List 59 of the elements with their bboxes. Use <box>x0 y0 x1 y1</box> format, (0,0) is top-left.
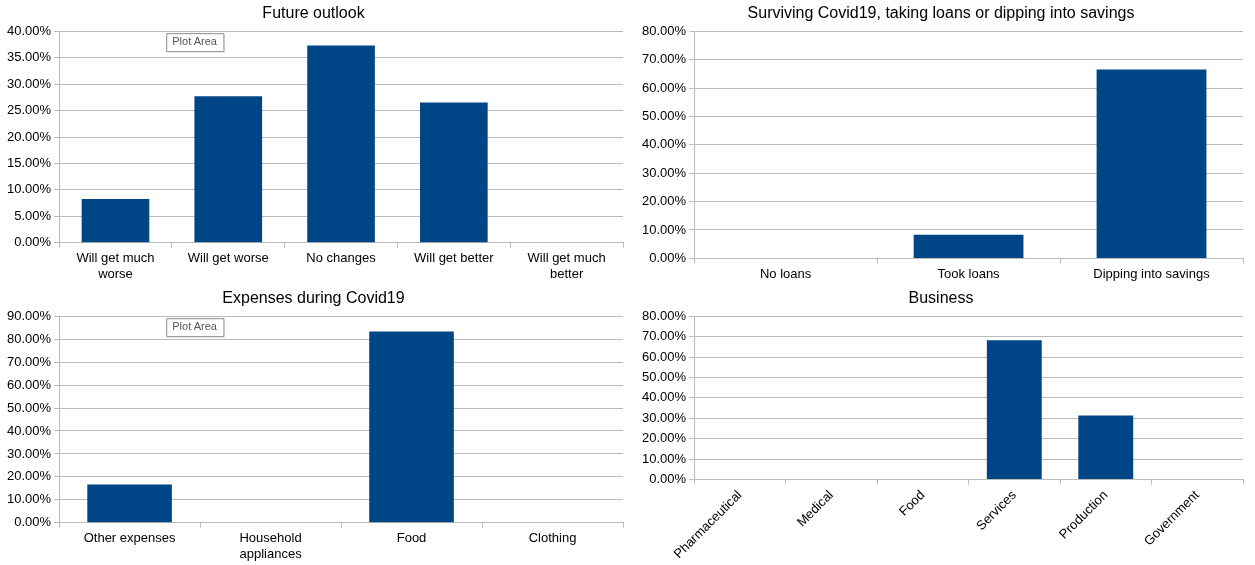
x-tick-label: No changes <box>306 250 377 266</box>
y-tick-label: 40.00% <box>642 136 687 152</box>
y-tick-label: 20.00% <box>642 193 687 209</box>
y-tick-label: 10.00% <box>7 181 52 197</box>
y-tick-label: 30.00% <box>642 409 687 425</box>
bar <box>81 198 150 243</box>
y-tick-label: 20.00% <box>7 128 52 144</box>
x-tick-label: No loans <box>759 265 812 281</box>
y-tick-label: 90.00% <box>7 307 52 323</box>
y-tick-label: 30.00% <box>7 75 52 91</box>
y-tick-label: 70.00% <box>7 353 52 369</box>
chart-title: Expenses during Covid19 <box>222 289 405 307</box>
y-tick-label: 80.00% <box>642 22 687 38</box>
chart-title: Surviving Covid19, taking loans or dipping into savings <box>747 4 1135 22</box>
y-tick-label: 30.00% <box>642 164 687 180</box>
y-tick-label: 10.00% <box>642 221 687 237</box>
bar <box>419 102 488 243</box>
x-tick-label: Will get much better <box>527 250 606 281</box>
y-tick-label: 50.00% <box>642 369 687 385</box>
y-tick-label: 70.00% <box>642 51 687 67</box>
y-tick-label: 40.00% <box>7 422 52 438</box>
y-tick-label: 0.00% <box>649 249 687 265</box>
bar <box>194 96 263 243</box>
y-tick-label: 0.00% <box>649 471 687 487</box>
bar <box>307 45 375 243</box>
y-tick-label: 0.00% <box>14 234 52 250</box>
x-tick-label: Food <box>396 530 427 546</box>
x-tick-label: Clothing <box>528 530 577 546</box>
y-tick-label: 0.00% <box>14 514 52 530</box>
x-tick-label: Will get better <box>414 250 495 266</box>
y-tick-label: 80.00% <box>642 307 687 323</box>
y-tick-label: 10.00% <box>7 491 52 507</box>
y-tick-label: 25.00% <box>7 102 52 118</box>
y-tick-label: 40.00% <box>642 389 687 405</box>
y-tick-label: 70.00% <box>642 328 687 344</box>
chart-title: Business <box>908 289 974 307</box>
y-tick-label: 40.00% <box>7 22 52 38</box>
y-tick-label: 60.00% <box>7 376 52 392</box>
x-tick-label: Will get much worse <box>76 250 155 281</box>
y-tick-label: 5.00% <box>14 207 52 223</box>
y-tick-label: 80.00% <box>7 330 52 346</box>
x-tick-label: Household appliances <box>239 530 303 561</box>
x-tick-label: Dipping into savings <box>1093 265 1211 281</box>
chart-title: Future outlook <box>262 4 366 22</box>
y-tick-label: 20.00% <box>642 430 687 446</box>
annotation: Plot Area <box>172 320 218 333</box>
y-tick-label: 15.00% <box>7 155 52 171</box>
y-tick-label: 60.00% <box>642 348 687 364</box>
y-tick-label: 30.00% <box>7 445 52 461</box>
y-tick-label: 35.00% <box>7 49 52 65</box>
y-tick-label: 20.00% <box>7 468 52 484</box>
y-tick-label: 10.00% <box>642 450 687 466</box>
y-tick-label: 50.00% <box>642 107 687 123</box>
x-tick-label: Other expenses <box>83 530 176 546</box>
x-tick-label: Took loans <box>937 265 1001 281</box>
annotation: Plot Area <box>172 35 218 48</box>
y-tick-label: 60.00% <box>642 79 687 95</box>
x-tick-label: Will get worse <box>187 250 269 266</box>
y-tick-label: 50.00% <box>7 399 52 415</box>
